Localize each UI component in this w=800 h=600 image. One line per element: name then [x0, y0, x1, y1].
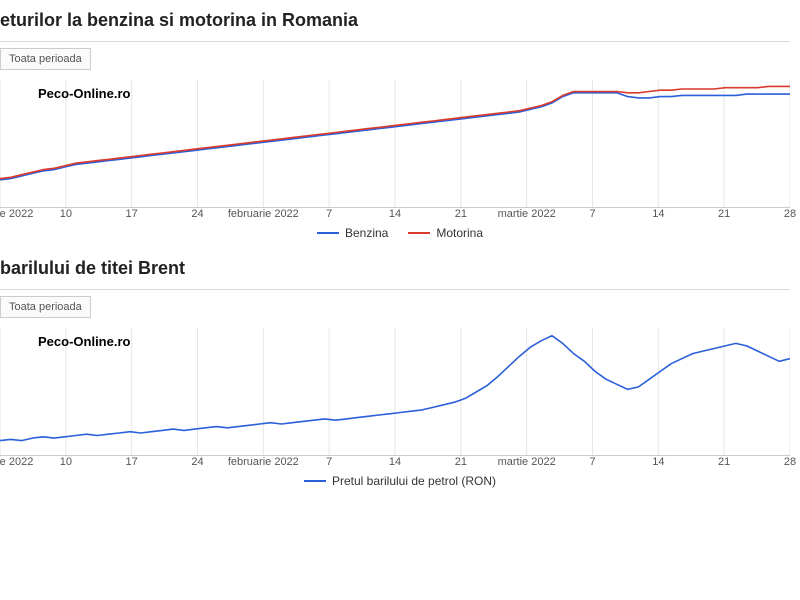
x-tick-label: 24	[191, 208, 203, 220]
period-label[interactable]: Toata perioada	[0, 296, 91, 318]
x-tick-label: 21	[455, 208, 467, 220]
watermark: Peco-Online.ro	[38, 86, 130, 101]
x-tick-label: 10	[60, 456, 72, 468]
x-tick-label: 28	[784, 208, 796, 220]
legend: Benzina Motorina	[0, 224, 800, 240]
x-axis-labels: ianuarie 2022 10 17 24 februarie 2022 7 14 21 ma…	[0, 456, 790, 472]
x-tick-label: martie 2022	[498, 456, 556, 468]
legend: Pretul barilului de petrol (RON)	[0, 472, 800, 488]
x-tick-label: 14	[389, 208, 401, 220]
x-tick-label: 14	[389, 456, 401, 468]
x-tick-label: 14	[652, 456, 664, 468]
divider	[0, 289, 790, 290]
x-tick-label: 14	[652, 208, 664, 220]
x-tick-label: 21	[455, 456, 467, 468]
legend-label: Pretul barilului de petrol (RON)	[332, 474, 496, 488]
x-tick-label: 10	[60, 208, 72, 220]
chart-panel: eturilor la benzina si motorina in Roman…	[0, 0, 800, 248]
x-tick-label: 7	[326, 456, 332, 468]
x-tick-label: 24	[191, 456, 203, 468]
x-tick-label: martie 2022	[498, 208, 556, 220]
x-tick-label: februarie 2022	[228, 208, 299, 220]
x-tick-label: ianuarie 2022	[0, 208, 33, 220]
x-tick-label: 21	[718, 208, 730, 220]
plot-area: Peco-Online.ro	[0, 328, 790, 456]
x-tick-label: 7	[589, 456, 595, 468]
legend-swatch	[304, 480, 326, 482]
x-tick-label: 7	[589, 208, 595, 220]
period-label[interactable]: Toata perioada	[0, 48, 91, 70]
x-axis-labels: ianuarie 2022 10 17 24 februarie 2022 7 14 21 ma…	[0, 208, 790, 224]
chart-title: barilului de titei Brent	[0, 258, 800, 289]
legend-item: Motorina	[408, 226, 483, 240]
x-tick-label: februarie 2022	[228, 456, 299, 468]
x-tick-label: 21	[718, 456, 730, 468]
legend-label: Benzina	[345, 226, 388, 240]
legend-swatch	[408, 232, 430, 234]
divider	[0, 41, 790, 42]
x-tick-label: 17	[126, 456, 138, 468]
x-tick-label: 7	[326, 208, 332, 220]
legend-item: Benzina	[317, 226, 388, 240]
plot-area: Peco-Online.ro	[0, 80, 790, 208]
legend-swatch	[317, 232, 339, 234]
chart-panel: barilului de titei Brent Toata perioada Pe…	[0, 248, 800, 496]
x-tick-label: ianuarie 2022	[0, 456, 33, 468]
x-tick-label: 28	[784, 456, 796, 468]
chart-title: eturilor la benzina si motorina in Roman…	[0, 10, 800, 41]
legend-label: Motorina	[436, 226, 483, 240]
legend-item: Pretul barilului de petrol (RON)	[304, 474, 496, 488]
x-tick-label: 17	[126, 208, 138, 220]
watermark: Peco-Online.ro	[38, 334, 130, 349]
